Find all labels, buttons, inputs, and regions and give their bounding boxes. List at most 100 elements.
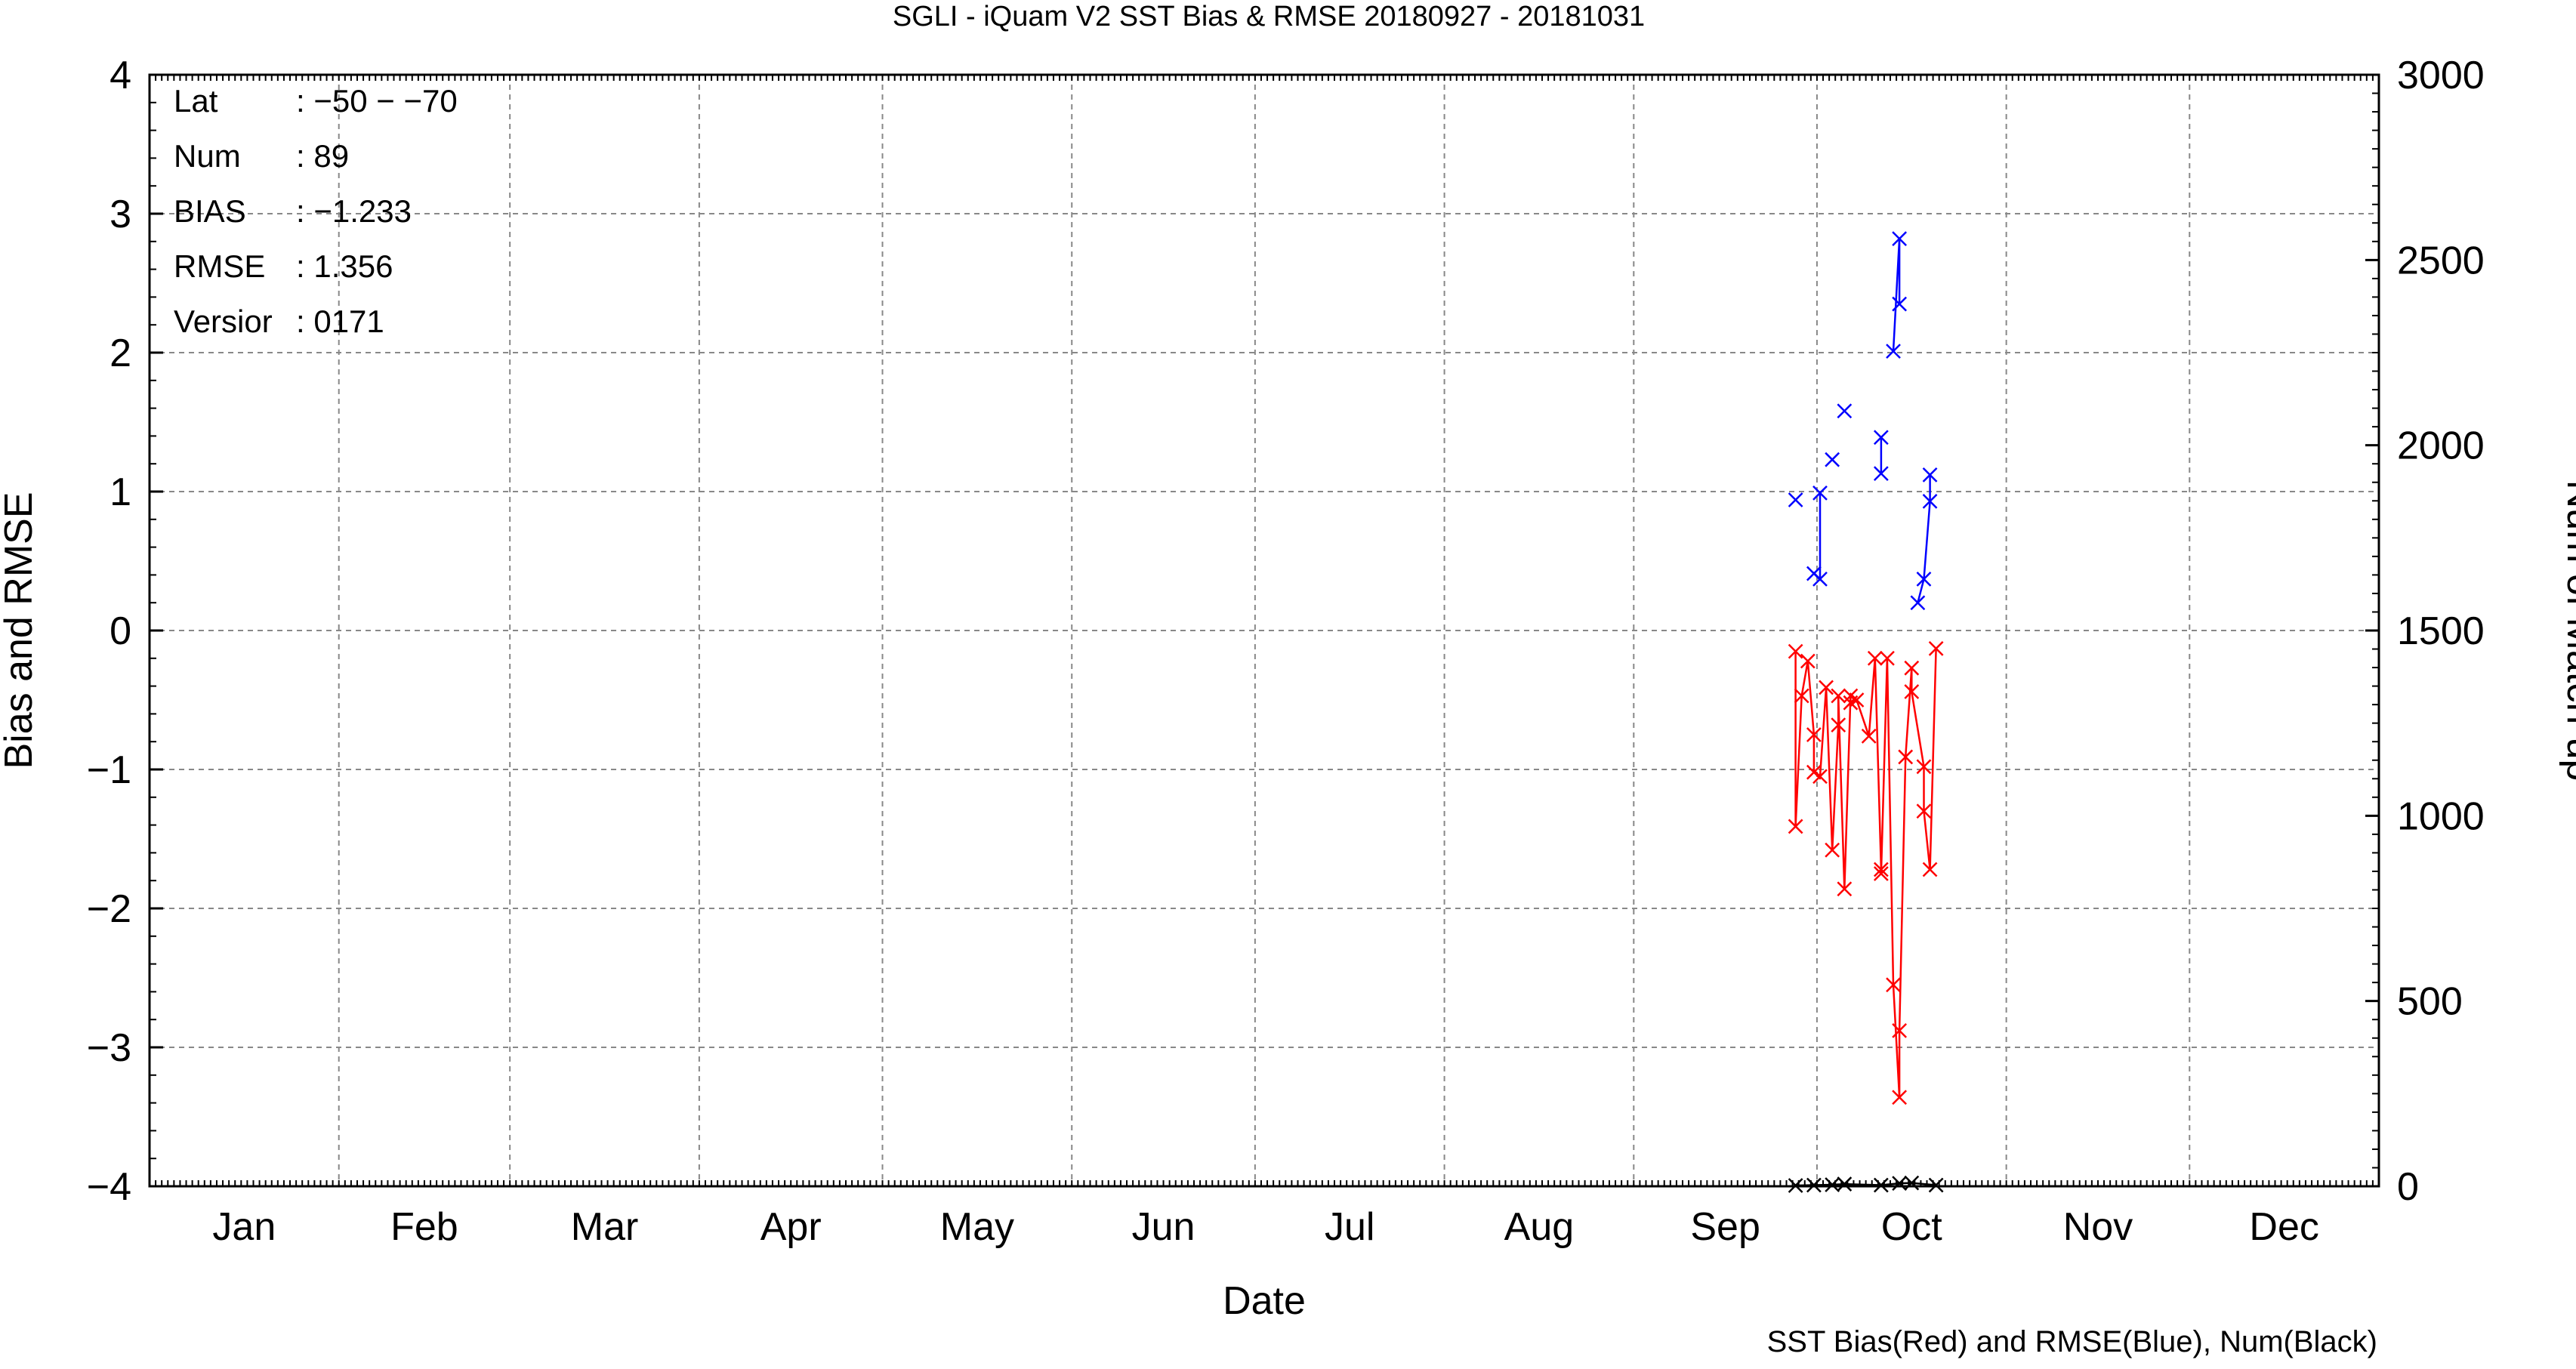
grid bbox=[150, 75, 2379, 1186]
bias-point bbox=[1837, 881, 1853, 897]
rmse-point bbox=[1873, 466, 1889, 481]
bias-marker-stroke bbox=[1800, 653, 1816, 669]
y-tick-label: −1 bbox=[87, 748, 131, 792]
rmse-marker-stroke bbox=[1825, 452, 1840, 467]
bias-marker-stroke bbox=[1880, 650, 1895, 666]
bias-marker-stroke bbox=[1873, 866, 1889, 881]
bias-marker-stroke bbox=[1819, 680, 1834, 695]
bias-marker-stroke bbox=[1825, 842, 1840, 858]
bias-marker-stroke bbox=[1849, 692, 1865, 708]
y2-tick-labels: 0 500 1000 1500 2000 2500 3000 bbox=[2397, 54, 2485, 1209]
rmse-marker-stroke bbox=[1886, 344, 1901, 359]
y-tick-labels: −4 −3 −2 −1 0 1 2 3 4 bbox=[87, 54, 131, 1209]
bias-marker-stroke bbox=[1794, 688, 1809, 704]
bias-marker-stroke bbox=[1831, 688, 1846, 704]
bias-marker-stroke bbox=[1928, 641, 1944, 656]
bias-marker-stroke bbox=[1916, 803, 1932, 819]
y2-tick-label: 1500 bbox=[2397, 609, 2485, 653]
num-marker-stroke bbox=[1892, 1176, 1908, 1191]
month-tick-label: Apr bbox=[760, 1205, 822, 1249]
rmse-marker-stroke bbox=[1910, 595, 1926, 611]
bias-point bbox=[1794, 688, 1809, 704]
rmse-point bbox=[1812, 572, 1828, 587]
y2-tick-label: 1000 bbox=[2397, 794, 2485, 838]
y2-tick-label: 3000 bbox=[2397, 54, 2485, 97]
series-layer bbox=[1788, 231, 1944, 1193]
y2-tick-label: 2500 bbox=[2397, 239, 2485, 282]
bias-point bbox=[1904, 660, 1920, 676]
rmse-point bbox=[1922, 467, 1938, 483]
bias-marker-stroke bbox=[1788, 643, 1803, 659]
bias-marker-stroke bbox=[1904, 684, 1920, 699]
bias-point bbox=[1812, 769, 1828, 785]
rmse-marker-stroke bbox=[1916, 572, 1932, 587]
bias-line bbox=[1794, 648, 1937, 1098]
rmse-point bbox=[1788, 492, 1803, 507]
stat-value: : −1.233 bbox=[296, 193, 412, 229]
rmse-marker-stroke bbox=[1892, 231, 1908, 247]
num-point bbox=[1904, 1175, 1920, 1191]
num-point bbox=[1837, 1176, 1853, 1192]
y2-tick-label: 0 bbox=[2397, 1165, 2419, 1209]
bias-marker-stroke bbox=[1806, 727, 1822, 742]
num-marker-stroke bbox=[1904, 1175, 1920, 1191]
y-tick-label: 3 bbox=[110, 193, 131, 236]
bias-marker-stroke bbox=[1837, 881, 1853, 897]
month-tick-label: May bbox=[940, 1205, 1014, 1249]
rmse-marker-stroke bbox=[1873, 430, 1889, 446]
y-axis-label: Bias and RMSE bbox=[0, 492, 41, 769]
month-tick-labels: Jan Feb Mar Apr May Jun Jul Aug Sep Oct Nov Dec bbox=[212, 1205, 2318, 1249]
y-tick-label: 1 bbox=[110, 470, 131, 514]
plot-frame bbox=[148, 73, 2380, 1188]
month-tick-label: Nov bbox=[2063, 1205, 2133, 1249]
bias-marker-stroke bbox=[1886, 977, 1901, 993]
rmse-marker-stroke bbox=[1922, 467, 1938, 483]
bias-point bbox=[1873, 862, 1889, 877]
bias-point bbox=[1892, 1023, 1908, 1038]
rmse-point bbox=[1916, 572, 1932, 587]
stat-label: Num bbox=[174, 138, 241, 174]
bias-point bbox=[1916, 759, 1932, 775]
rmse-point bbox=[1922, 493, 1938, 509]
bias-point bbox=[1904, 684, 1920, 699]
bias-marker-stroke bbox=[1843, 688, 1859, 704]
month-tick-label: Mar bbox=[571, 1205, 639, 1249]
bias-marker-stroke bbox=[1904, 660, 1920, 676]
rmse-point bbox=[1812, 485, 1828, 501]
bias-marker-stroke bbox=[1922, 862, 1938, 877]
bias-marker-stroke bbox=[1892, 1023, 1908, 1038]
stat-value: : 89 bbox=[296, 138, 349, 174]
y2-tick-label: 500 bbox=[2397, 980, 2463, 1024]
month-tick-label: Sep bbox=[1690, 1205, 1760, 1249]
stat-label: RMSE bbox=[174, 248, 265, 284]
chart-title: SGLI - iQuam V2 SST Bias & RMSE 20180927… bbox=[893, 1, 1645, 32]
y2-tick-label: 2000 bbox=[2397, 424, 2485, 468]
bias-marker-stroke bbox=[1898, 749, 1914, 765]
num-marker-stroke bbox=[1825, 1177, 1840, 1192]
rmse-point bbox=[1910, 595, 1926, 611]
bias-marker-stroke bbox=[1861, 728, 1877, 744]
bias-marker-stroke bbox=[1892, 1090, 1908, 1105]
bias-point bbox=[1922, 862, 1938, 877]
bias-point bbox=[1867, 650, 1883, 666]
bias-marker-stroke bbox=[1806, 764, 1822, 780]
bias-point bbox=[1898, 749, 1914, 765]
chart-caption: SST Bias(Red) and RMSE(Blue), Num(Black) bbox=[1767, 1325, 2377, 1358]
stat-label: BIAS bbox=[174, 193, 246, 229]
bias-marker-stroke bbox=[1812, 769, 1828, 785]
minor-ticks bbox=[149, 73, 2380, 1188]
y2-axis-label: Num of Match-up bbox=[2559, 480, 2576, 782]
rmse-marker-stroke bbox=[1837, 403, 1853, 419]
bias-point bbox=[1831, 688, 1846, 704]
rmse-line bbox=[1917, 474, 1931, 603]
bias-point bbox=[1825, 842, 1840, 858]
bias-marker-stroke bbox=[1867, 650, 1883, 666]
bias-point bbox=[1873, 866, 1889, 881]
x-axis-label: Date bbox=[1223, 1279, 1306, 1323]
month-tick-label: Jan bbox=[212, 1205, 276, 1249]
bias-point bbox=[1831, 717, 1846, 733]
bias-marker-stroke bbox=[1916, 759, 1932, 775]
bias-point bbox=[1886, 977, 1901, 993]
stat-value: : −50 − −70 bbox=[296, 83, 458, 119]
